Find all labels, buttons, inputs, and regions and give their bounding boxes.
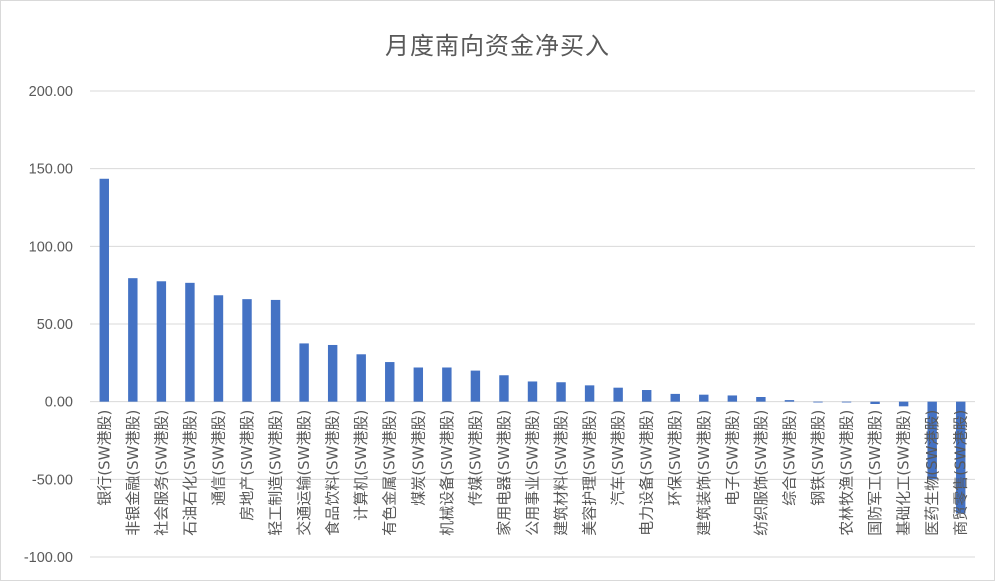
y-tick-label: -100.00 — [24, 550, 73, 566]
bar — [499, 375, 509, 402]
x-category-label: 食品饮料(SW港股) — [324, 410, 342, 536]
bar — [784, 400, 795, 402]
x-category-label: 电子(SW港股) — [723, 410, 741, 506]
bar — [898, 401, 909, 407]
x-category-label: 交通运输(SW港股) — [295, 410, 313, 536]
bar — [156, 281, 167, 402]
x-category-label: 煤炭(SW港股) — [409, 410, 427, 506]
y-axis-ticks: 200.00 150.00 100.00 50.00 0.00 -50.00 -100.00 — [24, 84, 73, 566]
bar — [385, 362, 395, 402]
x-category-label: 综合(SW港股) — [780, 410, 798, 506]
x-category-label: 传媒(SW港股) — [466, 410, 484, 506]
x-category-label: 石油石化(SW港股) — [181, 410, 199, 536]
x-category-label: 国防军工(SW港股) — [866, 410, 884, 536]
bar — [641, 390, 652, 402]
bar — [756, 397, 766, 402]
y-tick-label: 0.00 — [45, 395, 73, 411]
x-category-label: 电力设备(SW港股) — [638, 410, 656, 536]
x-category-label: 通信(SW港股) — [209, 410, 227, 506]
y-tick-label: 50.00 — [37, 317, 73, 333]
x-category-label: 房地产(SW港股) — [238, 410, 256, 521]
x-category-label: 汽车(SW港股) — [609, 410, 627, 506]
x-category-label: 非银金融(SW港股) — [124, 410, 142, 536]
bar — [99, 178, 109, 402]
x-category-label: 银行(SW港股) — [95, 410, 113, 506]
bar — [128, 278, 138, 402]
y-tick-label: 150.00 — [29, 162, 73, 178]
x-category-label: 机械设备(SW港股) — [438, 410, 456, 536]
x-category-label: 美容护理(SW港股) — [581, 410, 599, 536]
bar — [870, 401, 880, 404]
x-category-label: 钢铁(SW港股) — [809, 410, 827, 506]
gridlines — [90, 90, 975, 558]
bar — [727, 395, 738, 402]
x-axis-categories: 银行(SW港股) 非银金融(SW港股) 社会服务(SW港股) 石油石化(SW港股) 通信… — [95, 410, 969, 536]
x-category-label: 商贸零售(SW港股) — [952, 410, 970, 536]
bar — [356, 354, 366, 402]
bar — [470, 370, 481, 402]
bar — [185, 282, 195, 402]
y-tick-label: -50.00 — [32, 472, 73, 488]
bar — [413, 367, 424, 402]
x-category-label: 医药生物(SW港股) — [923, 410, 941, 536]
bar — [442, 367, 452, 402]
x-category-label: 社会服务(SW港股) — [152, 410, 170, 536]
bar — [213, 295, 224, 402]
x-category-label: 环保(SW港股) — [666, 410, 684, 506]
y-tick-label: 200.00 — [29, 84, 73, 100]
bar — [699, 394, 709, 402]
x-category-label: 基础化工(SW港股) — [895, 410, 913, 536]
bars — [99, 178, 966, 514]
x-category-label: 家用电器(SW港股) — [495, 410, 513, 536]
bar — [841, 401, 852, 403]
chart-title: 月度南向资金净买入 — [385, 32, 610, 60]
bar — [327, 344, 338, 402]
bar — [556, 382, 566, 402]
x-category-label: 纺织服饰(SW港股) — [752, 410, 770, 536]
bar — [927, 401, 937, 480]
bar — [956, 401, 966, 514]
x-category-label: 建筑材料(SW港股) — [552, 410, 570, 536]
x-category-label: 农林牧渔(SW港股) — [838, 410, 856, 536]
x-category-label: 建筑装饰(SW港股) — [695, 410, 713, 536]
bar — [270, 299, 281, 402]
bar — [813, 401, 823, 403]
bar — [613, 387, 623, 402]
bar — [670, 393, 680, 402]
bar — [527, 381, 538, 402]
bar — [584, 385, 595, 402]
x-category-label: 公用事业(SW港股) — [524, 410, 542, 536]
x-category-label: 有色金属(SW港股) — [381, 410, 399, 536]
bar — [299, 343, 309, 402]
x-category-label: 计算机(SW港股) — [352, 410, 370, 521]
bar — [242, 299, 252, 402]
x-category-label: 轻工制造(SW港股) — [267, 410, 285, 536]
y-tick-label: 100.00 — [29, 239, 73, 255]
